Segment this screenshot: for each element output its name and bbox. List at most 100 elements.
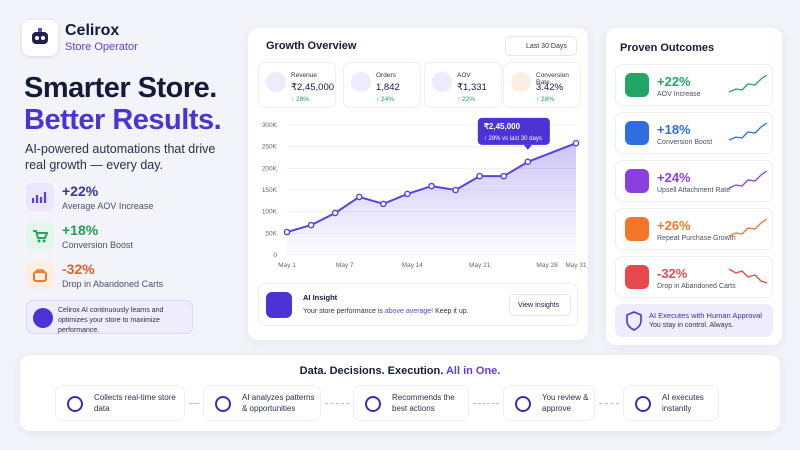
outcome-label: Drop in Abandoned Carts <box>657 283 736 290</box>
kpi-change: ↑ 22% <box>457 96 476 103</box>
stat-label: Average AOV Increase <box>62 201 154 211</box>
step-icon <box>515 396 531 412</box>
step-connector <box>189 403 199 404</box>
point <box>380 200 387 208</box>
stat-value: -32% <box>62 261 95 277</box>
kpi-icon <box>351 72 371 92</box>
point <box>428 182 435 190</box>
sparkline-path <box>728 122 768 141</box>
insight-icon <box>266 292 292 318</box>
card-title: Proven Outcomes <box>620 42 715 54</box>
kpi-card: AOV ₹1,331 ↑ 22% <box>424 62 502 108</box>
sparkline-path <box>728 74 768 93</box>
stat-value: +22% <box>62 183 99 199</box>
outcome-value: +26% <box>657 218 691 233</box>
hero-title: Smarter Store. <box>24 72 217 104</box>
card-title: Growth Overview <box>266 40 357 52</box>
x-tick-label: May 21 <box>469 262 491 269</box>
step-text: Collects real-time store data <box>94 393 176 413</box>
step-text: AI analyzes patterns & opportunities <box>242 393 315 413</box>
outcome-label: Repeat Purchase Growth <box>657 235 736 242</box>
hero-note: Celirox AI continuously learns and optim… <box>26 300 193 334</box>
outcome-card: -32% Drop in Abandoned Carts <box>615 256 773 298</box>
point <box>283 228 291 236</box>
kpi-label: Conversion Rate <box>536 72 569 86</box>
step-icon-shape <box>365 396 381 412</box>
x-tick-label: May 31 <box>565 262 586 269</box>
outcome-card: +22% AOV Increase <box>615 64 773 106</box>
y-tick-label: 300K <box>262 122 278 129</box>
kpi-icon <box>432 72 452 92</box>
insight-text-b: Keep it up. <box>435 308 469 315</box>
kpi-change: ↑ 24% <box>376 96 395 103</box>
step-icon-shape <box>215 396 231 412</box>
point <box>476 172 483 180</box>
y-tick-label: 250K <box>262 144 278 151</box>
kpi-label: Orders <box>376 72 396 79</box>
sparkline-path <box>728 170 768 189</box>
outcome-label: AOV Increase <box>657 91 701 98</box>
area <box>287 143 576 255</box>
outcome-card: +24% Upsell Attachment Rate <box>615 160 773 202</box>
logo <box>22 20 58 56</box>
step-text: AI executes instantly <box>662 393 704 413</box>
line <box>286 142 577 233</box>
outcome-value: +24% <box>657 170 691 185</box>
flow-step: Recommends the best actions <box>353 385 469 421</box>
point <box>404 190 411 198</box>
step-text: You review & approve <box>542 393 589 413</box>
y-tick-label: 200K <box>262 165 278 172</box>
flow-step: You review & approve <box>503 385 595 421</box>
brand-subtitle: Store Operator <box>65 41 138 53</box>
x-tick-label: May 1 <box>278 262 296 269</box>
point <box>452 186 459 194</box>
outcome-icon <box>625 265 649 289</box>
stat-label: Drop in Abandoned Carts <box>62 279 164 289</box>
outcome-value: -32% <box>657 266 688 281</box>
hero-description: AI-powered automations that drive real g… <box>25 142 216 172</box>
step-icon-shape <box>635 396 651 412</box>
step-icon <box>635 396 651 412</box>
kpi-value: ₹1,331 <box>457 82 487 93</box>
x-tick-label: May 7 <box>336 262 354 269</box>
y-tick-label: 150K <box>262 187 278 194</box>
kpi-icon <box>511 72 531 92</box>
shield-icon <box>626 311 642 331</box>
flow-step: AI executes instantly <box>623 385 719 421</box>
kpi-card: Revenue ₹2,45,000 ↑ 28% <box>258 62 336 108</box>
insight-text: Your store performance is above average!… <box>303 308 469 315</box>
flow-title-text: Data. Decisions. Execution. <box>299 365 444 377</box>
stat-label: Conversion Boost <box>62 240 134 250</box>
kpi-change: ↑ 28% <box>536 96 555 103</box>
sparkline <box>728 268 768 284</box>
step-icon <box>365 396 381 412</box>
outcome-card: +26% Repeat Purchase Growth <box>615 208 773 250</box>
stat-icon <box>26 222 54 250</box>
tooltip <box>477 117 550 145</box>
insight-text-a: Your store performance is <box>303 308 383 315</box>
stat-value: +18% <box>62 222 99 238</box>
point <box>355 193 363 201</box>
outcome-card: +18% Conversion Boost <box>615 112 773 154</box>
point <box>524 158 532 166</box>
range-select[interactable]: Last 30 Days <box>505 36 577 56</box>
kpi-label: AOV <box>457 72 471 79</box>
step-icon <box>215 396 231 412</box>
stat-icon <box>26 183 54 211</box>
sparkline <box>728 218 768 237</box>
step-icon <box>67 396 83 412</box>
kpi-value: 3.42% <box>536 82 563 93</box>
view-insights-button[interactable]: View Insights <box>509 294 571 316</box>
tooltip-label: ↑ 28% vs last 30 days <box>484 136 542 142</box>
sparkline <box>728 122 768 141</box>
outcome-value: +18% <box>657 122 691 137</box>
outcome-label: Conversion Boost <box>657 139 713 146</box>
tooltip-arrow <box>523 144 532 150</box>
y-tick-label: 100K <box>262 209 278 216</box>
insight-box: AI Insight Your store performance is abo… <box>258 283 578 326</box>
outcome-icon <box>625 121 649 145</box>
point <box>572 139 580 147</box>
stat-icon <box>26 261 54 289</box>
kpi-card: Orders 1,842 ↑ 24% <box>343 62 421 108</box>
note-text: Celirox AI continuously learns and optim… <box>58 307 164 334</box>
